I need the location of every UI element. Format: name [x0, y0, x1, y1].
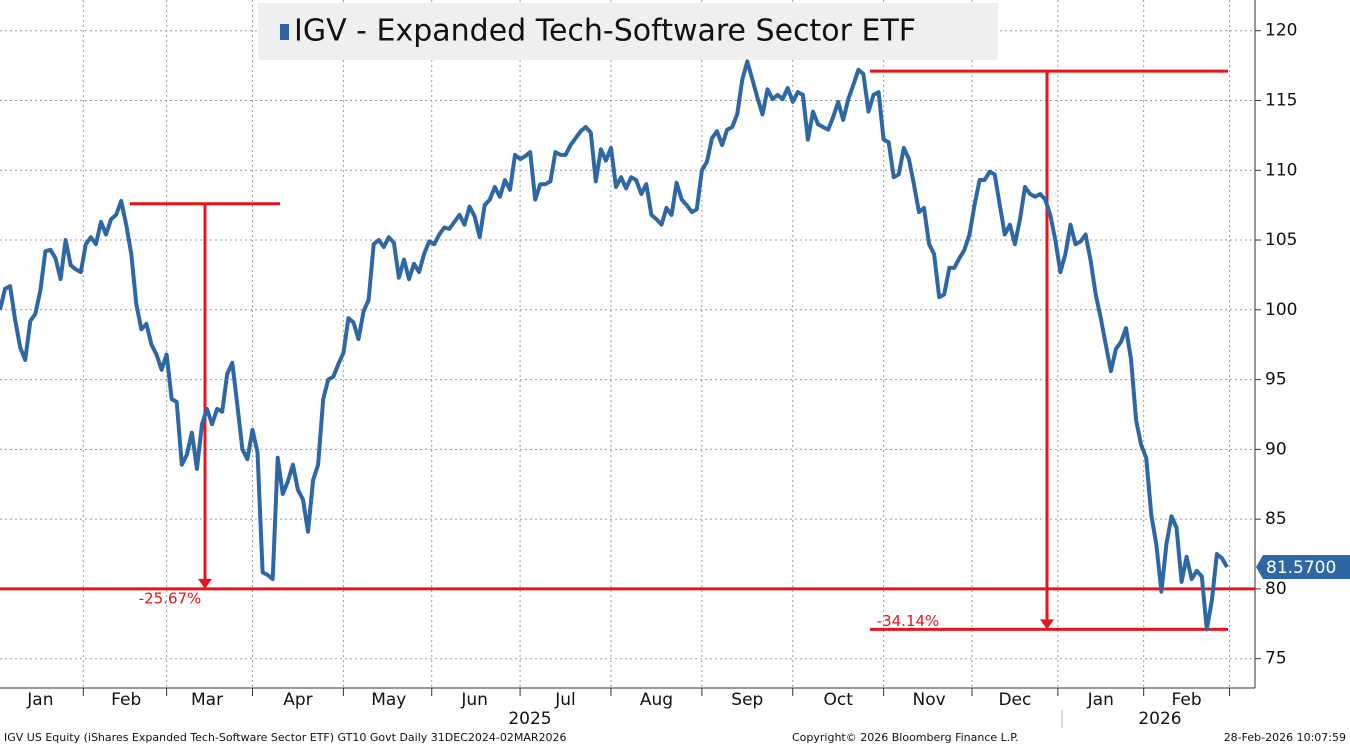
y-tick-label: 90 — [1265, 439, 1287, 459]
x-tick-label: Feb — [1172, 690, 1202, 710]
x-tick-label: Oct — [823, 690, 853, 710]
x-tick-label: Nov — [912, 690, 945, 710]
x-tick-label: Sep — [731, 690, 763, 710]
legend-label: IGV - Expanded Tech-Software Sector ETF — [294, 14, 916, 49]
x-tick-label: Apr — [283, 690, 312, 710]
x-tick-label: Feb — [111, 690, 141, 710]
annotation-label: -25.67% — [139, 589, 202, 607]
last-value-label: 81.5700 — [1266, 558, 1336, 578]
x-tick-label: Aug — [640, 690, 673, 710]
last-value-tag — [1256, 555, 1350, 580]
price-line — [0, 59, 1229, 632]
x-tick-label: May — [371, 690, 406, 710]
y-tick-label: 85 — [1265, 509, 1287, 529]
legend-box — [258, 3, 998, 60]
y-tick-label: 80 — [1265, 579, 1287, 599]
annotation-arrowhead — [198, 578, 212, 589]
y-tick-label: 75 — [1265, 649, 1287, 669]
annotation-arrowhead — [1040, 619, 1054, 630]
year-label: 2025 — [508, 709, 551, 729]
y-tick-label: 120 — [1265, 21, 1297, 41]
y-tick-label: 95 — [1265, 370, 1287, 390]
footer-source: IGV US Equity (iShares Expanded Tech-Sof… — [4, 731, 567, 744]
y-tick-label: 110 — [1265, 160, 1297, 180]
annotation-label: -34.14% — [877, 612, 940, 630]
footer-timestamp: 28-Feb-2026 10:07:59 — [1224, 731, 1346, 744]
y-tick-label: 100 — [1265, 300, 1297, 320]
x-tick-label: Jan — [26, 690, 53, 710]
year-label: 2026 — [1138, 709, 1181, 729]
x-tick-label: Jul — [554, 690, 576, 710]
x-tick-label: Jun — [460, 690, 488, 710]
footer-copyright: Copyright© 2026 Bloomberg Finance L.P. — [792, 731, 1019, 744]
x-tick-label: Mar — [191, 690, 223, 710]
x-tick-label: Jan — [1087, 690, 1114, 710]
y-tick-label: 115 — [1265, 90, 1297, 110]
y-tick-label: 105 — [1265, 230, 1297, 250]
legend-swatch — [280, 24, 289, 40]
x-tick-label: Dec — [998, 690, 1031, 710]
